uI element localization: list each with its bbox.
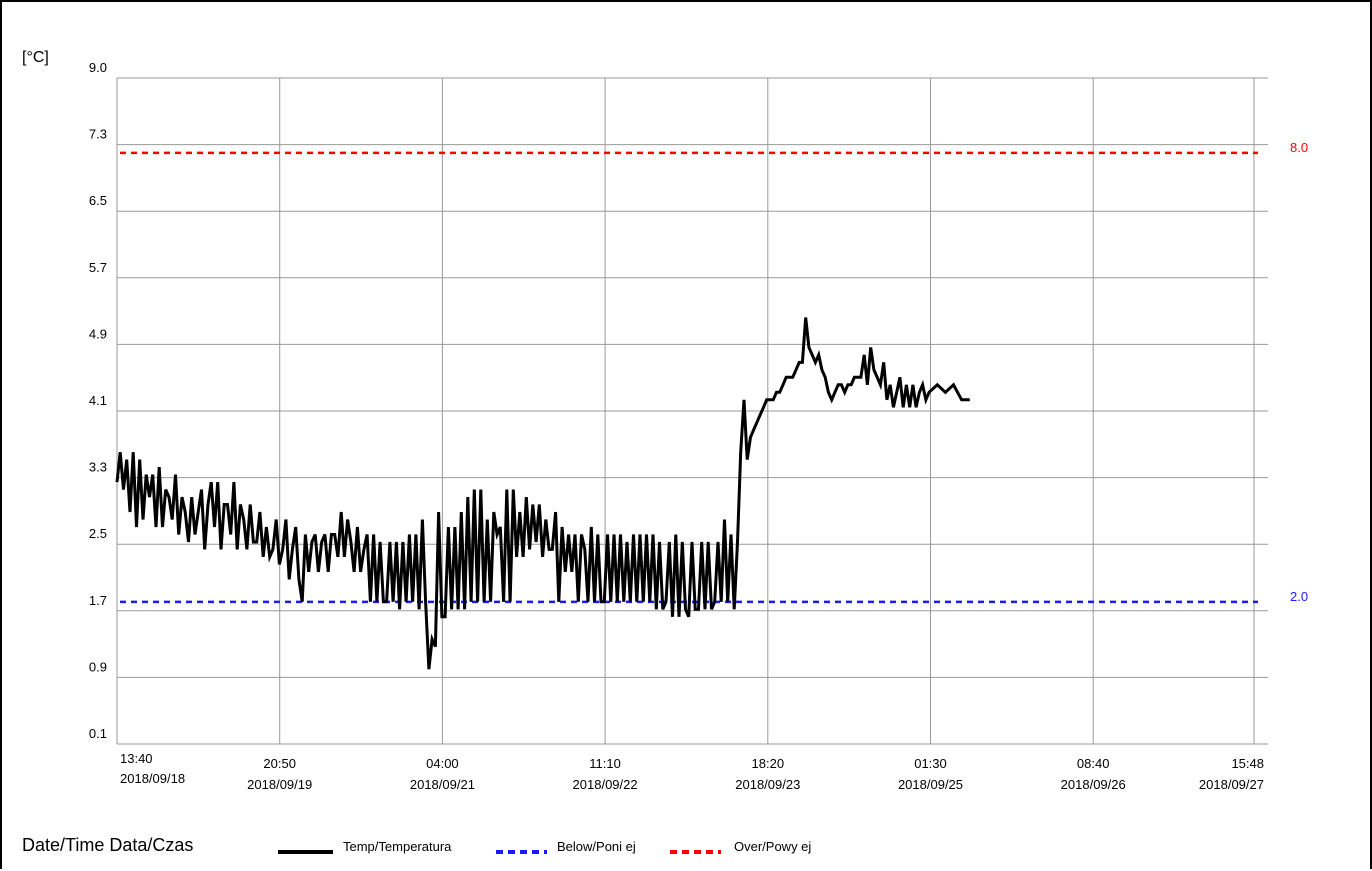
y-tick-label: 4.1 (89, 393, 107, 408)
legend-below-label: Below/Poni ej (557, 839, 636, 854)
y-tick-label: 2.5 (89, 526, 107, 541)
x-tick-date: 2018/09/19 (247, 777, 312, 792)
x-tick-date: 2018/09/23 (735, 777, 800, 792)
x-tick-time: 18:20 (752, 756, 785, 771)
x-tick-time: 04:00 (426, 756, 459, 771)
temperature-line (115, 317, 970, 670)
x-tick-time: 11:10 (589, 756, 621, 771)
legend-temp-label: Temp/Temperatura (343, 839, 452, 854)
x-tick-date: 2018/09/21 (410, 777, 475, 792)
y-tick-label: 3.3 (89, 460, 107, 475)
x-tick-time: 01:30 (914, 756, 947, 771)
y-tick-label: 1.7 (89, 593, 107, 608)
series (115, 317, 970, 670)
y-tick-label: 0.1 (89, 726, 107, 741)
x-tick-date: 2018/09/25 (898, 777, 963, 792)
x-tick-date: 2018/09/22 (573, 777, 638, 792)
grid (116, 77, 1268, 745)
y-tick-label: 4.9 (89, 326, 107, 341)
y-tick-label: 6.5 (89, 193, 107, 208)
x-axis-ticks: 13:40 2018/09/18 20:50 2018/09/19 04:00 2018/… (120, 751, 1264, 792)
y-tick-label: 9.0 (89, 60, 107, 75)
x-tick-time: 15:48 (1231, 756, 1264, 771)
x-tick-time: 13:40 (120, 751, 153, 766)
y-unit-label: [°C] (22, 49, 49, 66)
x-tick-time: 08:40 (1077, 756, 1110, 771)
x-tick-time: 20:50 (263, 756, 296, 771)
over-limit-label: 8.0 (1290, 140, 1308, 155)
limit-lines: 2.0 8.0 (120, 140, 1308, 604)
legend-over-label: Over/Powy ej (734, 839, 811, 854)
x-tick-date: 2018/09/26 (1061, 777, 1126, 792)
y-tick-label: 5.7 (89, 260, 107, 275)
y-tick-label: 7.3 (89, 127, 107, 142)
below-limit-label: 2.0 (1290, 589, 1308, 604)
x-tick-date: 2018/09/27 (1199, 777, 1264, 792)
x-tick-date: 2018/09/18 (120, 771, 185, 786)
y-axis-ticks: 9.0 7.3 6.5 5.7 4.9 4.1 3.3 2.5 1.7 0.9 0.1 (89, 60, 107, 741)
legend: Temp/Temperatura Below/Poni ej Over/Powy e… (278, 839, 811, 854)
y-tick-label: 0.9 (89, 659, 107, 674)
x-axis-label: Date/Time Data/Czas (22, 835, 193, 855)
